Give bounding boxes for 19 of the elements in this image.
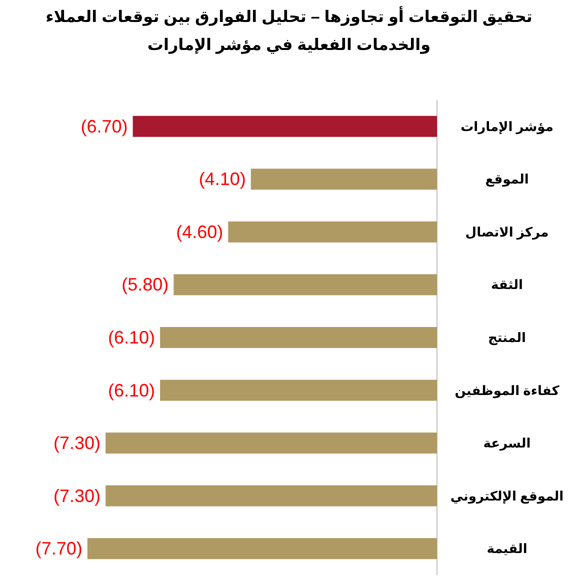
data-label: (5.80)	[122, 274, 169, 295]
data-label: (7.70)	[35, 538, 82, 559]
y-tick-label: الثقة	[491, 277, 523, 292]
data-label: (7.30)	[54, 486, 101, 506]
y-tick-label: السرعة	[483, 436, 531, 452]
y-tick-label: الموقع الإلكتروني	[450, 488, 564, 504]
data-label: (6.10)	[108, 380, 156, 400]
y-tick-label: كفاءة الموظفين	[454, 382, 560, 399]
y-tick-label: المنتج	[488, 330, 526, 346]
y-tick-label: مركز الاتصال	[465, 224, 549, 240]
y-tick-label: مؤشر الإمارات	[460, 118, 554, 135]
data-label: (6.10)	[108, 328, 156, 348]
chart-title: تحقيق التوقعات أو تجاوزها – تحليل الفوارق بين توقعات العملاء والخدمات الفعلية في مؤشر الإمارات	[44, 5, 534, 56]
data-label: (4.60)	[176, 222, 224, 242]
data-label: (6.70)	[80, 116, 128, 136]
data-label: (4.10)	[198, 169, 246, 190]
y-tick-label: الموقع	[485, 172, 529, 188]
data-label: (7.30)	[54, 433, 101, 454]
y-tick-label: القيمة	[486, 541, 528, 556]
